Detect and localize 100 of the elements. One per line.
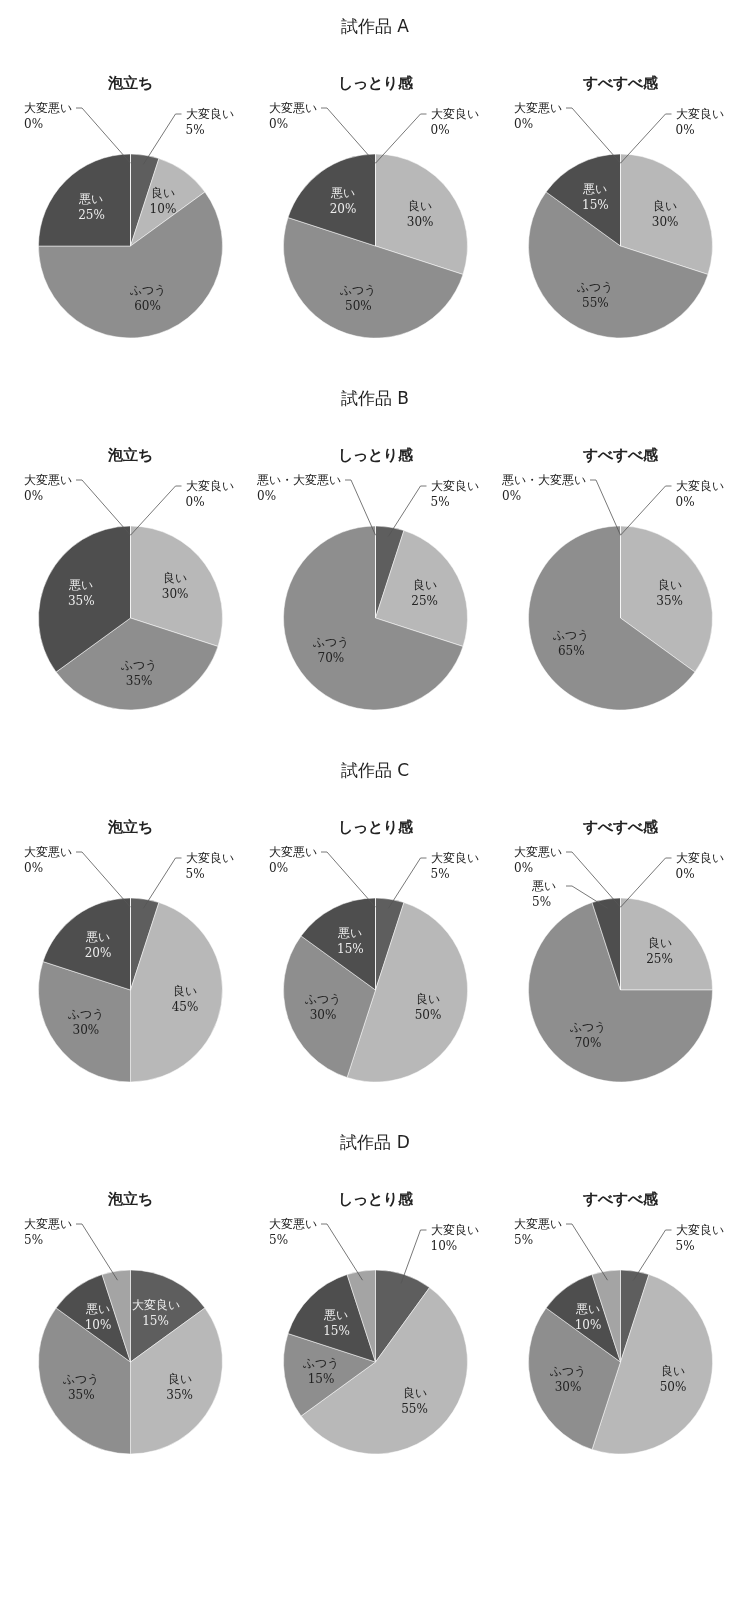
slice-label: 大変良い — [131, 1297, 180, 1312]
data-label: 35% — [166, 1388, 194, 1403]
category-label: 大変良い — [185, 479, 234, 493]
data-label: 25% — [646, 951, 673, 966]
chart-title: すべすべ感 — [582, 1190, 659, 1208]
slice-label: 良い — [163, 570, 188, 585]
text: 試作品 A — [340, 16, 410, 36]
category-label: 大変悪い — [24, 845, 72, 859]
data-label: 5% — [269, 1233, 289, 1247]
category-label: 大変良い — [675, 851, 724, 865]
slice-label: ふつう — [576, 280, 614, 295]
slice-label: 悪い — [68, 577, 94, 592]
data-label: 20% — [329, 202, 357, 217]
text: 0% — [430, 123, 450, 137]
slice-label: ふつう — [304, 992, 341, 1007]
slice-label: 良い — [167, 1372, 192, 1387]
text: 0% — [675, 495, 695, 509]
text: 0% — [269, 117, 289, 131]
text: 0% — [675, 123, 695, 137]
data-label: 45% — [171, 999, 199, 1014]
data-label: 10% — [430, 1239, 458, 1253]
text: 0% — [269, 861, 289, 875]
data-label: 5% — [514, 1233, 534, 1247]
slice-label: 良い — [402, 1386, 427, 1401]
data-label: 50% — [345, 299, 372, 314]
text: 試作品 B — [340, 388, 410, 408]
data-label: 55% — [582, 296, 609, 311]
data-label: 35% — [125, 673, 153, 688]
slice-label: 大変良い — [185, 851, 234, 865]
data-label: 30% — [72, 1023, 100, 1038]
data-label: 5% — [675, 1239, 695, 1253]
slice-label: ふつう — [552, 628, 590, 643]
chart-title: 泡立ち — [107, 1190, 153, 1208]
slice-label: 大変良い — [185, 107, 234, 121]
slice-label: 大変良い — [675, 1223, 724, 1237]
data-label: 5% — [430, 867, 450, 881]
data-label: 5% — [185, 123, 205, 137]
slice-label: 良い — [647, 935, 672, 950]
data-label: 15% — [337, 941, 364, 956]
data-label: 15% — [142, 1313, 169, 1328]
slice-label: 大変悪い — [269, 1217, 317, 1231]
slice-label: ふつう — [339, 283, 377, 298]
data-label: 5% — [430, 495, 450, 509]
category-label: 大変悪い — [514, 845, 562, 859]
data-label: 50% — [414, 1008, 442, 1023]
chart-title: すべすべ感 — [582, 818, 659, 836]
chart-title: しっとり感 — [338, 74, 414, 92]
slice-label: 良い — [150, 186, 175, 201]
slice-label: 悪い — [337, 925, 363, 940]
data-label: 35% — [67, 593, 95, 608]
slice-label: 悪い — [582, 181, 608, 196]
text: 試作品 D — [340, 1132, 410, 1152]
category-label: 大変悪い — [24, 473, 72, 487]
data-label: 60% — [134, 299, 161, 314]
data-label: 50% — [659, 1380, 687, 1395]
data-label: 30% — [554, 1380, 582, 1395]
category-label: 大変良い — [675, 107, 724, 121]
data-label: 30% — [406, 214, 434, 229]
slice-label: 悪い — [575, 1302, 601, 1317]
slice-label: 良い — [416, 992, 440, 1007]
slice-label: ふつう — [311, 635, 349, 650]
text: 0% — [24, 861, 44, 875]
data-label: 15% — [582, 197, 609, 212]
chart-title: 泡立ち — [107, 446, 153, 464]
slice-label: 良い — [661, 1364, 685, 1379]
data-label: 70% — [317, 651, 345, 666]
category-label: 大変悪い — [514, 101, 562, 115]
data-label: 70% — [574, 1035, 602, 1050]
text: 0% — [185, 495, 205, 509]
chart-title: 泡立ち — [107, 74, 153, 92]
pie-slice — [283, 525, 464, 711]
text: 0% — [24, 489, 44, 503]
data-label: 20% — [84, 946, 112, 961]
slice-label: ふつう — [62, 1372, 100, 1387]
slice-label: 大変悪い — [24, 1217, 72, 1231]
data-label: 30% — [309, 1008, 337, 1023]
chart-title: しっとり感 — [338, 446, 414, 464]
category-label: 大変悪い — [24, 101, 72, 115]
data-label: 5% — [532, 895, 552, 909]
slice-label: 良い — [173, 983, 198, 998]
category-label: 大変悪い — [269, 101, 317, 115]
slice-label: 大変悪い — [514, 1217, 562, 1231]
slice-label: 良い — [653, 198, 678, 213]
data-label: 10% — [84, 1318, 112, 1333]
slice-label: 大変良い — [430, 851, 479, 865]
slice-label: 良い — [408, 198, 433, 213]
data-label: 15% — [307, 1371, 335, 1386]
slice-label: ふつう — [128, 283, 166, 298]
text: 0% — [514, 861, 534, 875]
data-label: 30% — [161, 586, 189, 601]
category-label: 大変悪い — [269, 845, 317, 859]
slice-label: 悪い — [85, 930, 111, 945]
chart-title: しっとり感 — [338, 818, 414, 836]
data-label: 25% — [78, 207, 105, 222]
slice-label: 悪い — [323, 1307, 349, 1322]
slice-label: 悪い — [85, 1302, 111, 1317]
text: 0% — [514, 117, 534, 131]
slice-label: ふつう — [549, 1364, 586, 1379]
data-label: 35% — [67, 1388, 95, 1403]
data-label: 35% — [656, 593, 684, 608]
